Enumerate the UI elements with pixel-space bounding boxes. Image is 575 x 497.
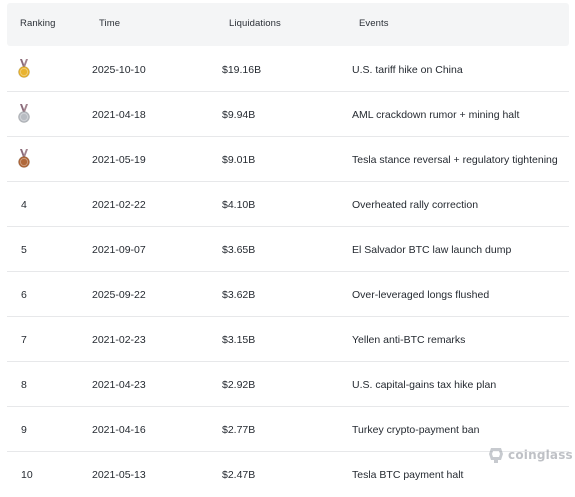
rank-number: 5 bbox=[21, 244, 27, 256]
liquidation-amount: $4.10B bbox=[222, 199, 256, 211]
rank-medal bbox=[17, 149, 31, 169]
liquidation-amount: $3.62B bbox=[222, 289, 256, 301]
liquidation-amount: $3.15B bbox=[222, 334, 256, 346]
table-row: 2021-04-18 $9.94B AML crackdown rumor + mi… bbox=[7, 92, 569, 137]
table-row: 7 2021-02-23 $3.15B Yellen anti-BTC remarks bbox=[7, 317, 569, 362]
header-events: Events bbox=[359, 18, 389, 29]
event-description: Turkey crypto-payment ban bbox=[352, 424, 480, 436]
event-description: Overheated rally correction bbox=[352, 199, 479, 211]
gold-medal-icon bbox=[18, 59, 30, 78]
event-description: AML crackdown rumor + mining halt bbox=[352, 109, 520, 121]
liquidation-amount: $3.65B bbox=[222, 244, 256, 256]
rank-number: 7 bbox=[21, 334, 27, 346]
table-row: 10 2021-05-13 $2.47B Tesla BTC payment halt bbox=[7, 452, 569, 497]
silver-medal-icon bbox=[18, 104, 30, 123]
event-description: U.S. capital-gains tax hike plan bbox=[352, 379, 497, 391]
event-description: El Salvador BTC law launch dump bbox=[352, 244, 512, 256]
event-time: 2021-02-22 bbox=[92, 199, 146, 211]
table-row: 2021-05-19 $9.01B Tesla stance reversal + … bbox=[7, 137, 569, 182]
liquidation-amount: $9.94B bbox=[222, 109, 256, 121]
watermark-text: coinglass bbox=[508, 448, 573, 462]
header-time: Time bbox=[99, 18, 121, 29]
liquidation-amount: $2.77B bbox=[222, 424, 256, 436]
liquidation-amount: $2.47B bbox=[222, 469, 256, 481]
event-time: 2021-09-07 bbox=[92, 244, 146, 256]
event-description: U.S. tariff hike on China bbox=[352, 64, 463, 76]
event-description: Over-leveraged longs flushed bbox=[352, 289, 490, 301]
liquidation-amount: $19.16B bbox=[222, 64, 262, 76]
coinglass-watermark: coinglass bbox=[488, 446, 573, 466]
event-time: 2021-04-16 bbox=[92, 424, 146, 436]
event-time: 2021-02-23 bbox=[92, 334, 146, 346]
rank-number: 10 bbox=[21, 469, 33, 481]
rank-number: 9 bbox=[21, 424, 27, 436]
event-time: 2021-04-18 bbox=[92, 109, 146, 121]
header-liquidations: Liquidations bbox=[229, 18, 281, 29]
event-time: 2025-10-10 bbox=[92, 64, 146, 76]
event-description: Tesla BTC payment halt bbox=[352, 469, 464, 481]
liquidation-amount: $2.92B bbox=[222, 379, 256, 391]
coinglass-logo-icon bbox=[489, 448, 503, 463]
table-row: 2025-10-10 $19.16B U.S. tariff hike on Chi… bbox=[7, 47, 569, 92]
table-header: Ranking Time Liquidations Events bbox=[7, 3, 569, 46]
event-time: 2021-05-19 bbox=[92, 154, 146, 166]
event-description: Tesla stance reversal + regulatory tight… bbox=[352, 154, 558, 166]
table-row: 4 2021-02-22 $4.10B Overheated rally correc… bbox=[7, 182, 569, 227]
table-body: 2025-10-10 $19.16B U.S. tariff hike on Chi… bbox=[7, 47, 569, 497]
bronze-medal-icon bbox=[18, 149, 30, 168]
table-row: 9 2021-04-16 $2.77B Turkey crypto-payment b… bbox=[7, 407, 569, 452]
header-ranking: Ranking bbox=[20, 18, 56, 29]
table-row: 8 2021-04-23 $2.92B U.S. capital-gains tax … bbox=[7, 362, 569, 407]
event-description: Yellen anti-BTC remarks bbox=[352, 334, 466, 346]
rank-medal bbox=[17, 104, 31, 124]
event-time: 2021-04-23 bbox=[92, 379, 146, 391]
table-row: 6 2025-09-22 $3.62B Over-leveraged longs fl… bbox=[7, 272, 569, 317]
rank-number: 4 bbox=[21, 199, 27, 211]
liquidation-amount: $9.01B bbox=[222, 154, 256, 166]
rank-medal bbox=[17, 59, 31, 79]
table-row: 5 2021-09-07 $3.65B El Salvador BTC law lau… bbox=[7, 227, 569, 272]
rank-number: 8 bbox=[21, 379, 27, 391]
event-time: 2021-05-13 bbox=[92, 469, 146, 481]
rank-number: 6 bbox=[21, 289, 27, 301]
event-time: 2025-09-22 bbox=[92, 289, 146, 301]
